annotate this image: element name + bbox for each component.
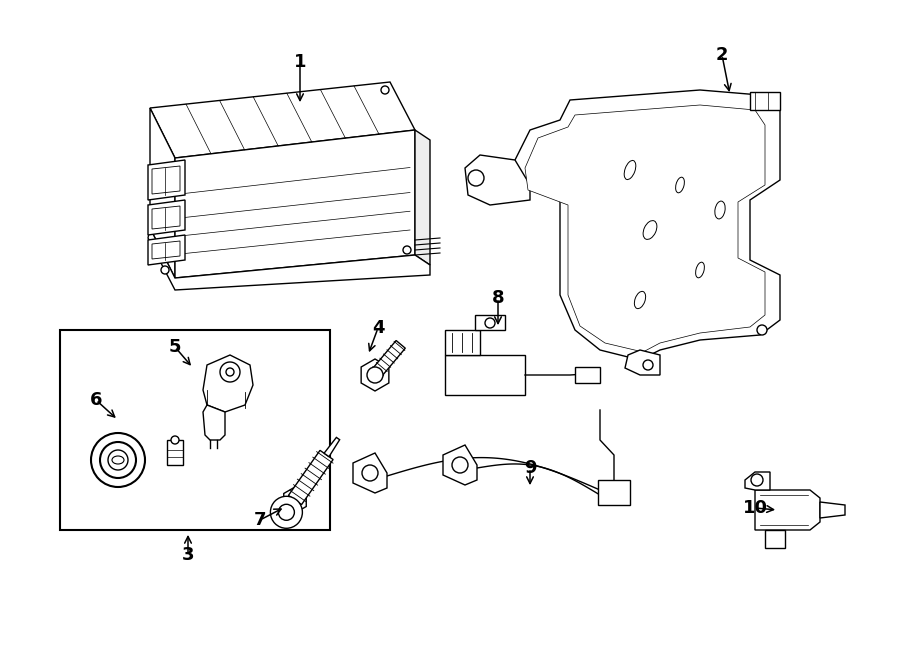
Text: 2: 2 bbox=[716, 46, 728, 64]
Polygon shape bbox=[148, 200, 185, 235]
Text: 7: 7 bbox=[254, 511, 266, 529]
Circle shape bbox=[270, 496, 302, 528]
Ellipse shape bbox=[634, 292, 645, 309]
Polygon shape bbox=[175, 130, 415, 278]
Circle shape bbox=[278, 504, 294, 520]
Text: 10: 10 bbox=[742, 499, 768, 517]
Bar bbox=[750, 92, 780, 110]
Text: 4: 4 bbox=[372, 319, 384, 337]
Circle shape bbox=[161, 266, 169, 274]
Circle shape bbox=[643, 360, 653, 370]
Circle shape bbox=[220, 362, 240, 382]
Polygon shape bbox=[203, 355, 253, 412]
Polygon shape bbox=[152, 241, 180, 259]
Polygon shape bbox=[150, 108, 175, 278]
Polygon shape bbox=[625, 350, 660, 375]
Ellipse shape bbox=[644, 221, 657, 239]
Polygon shape bbox=[148, 228, 430, 290]
Ellipse shape bbox=[696, 262, 705, 278]
Polygon shape bbox=[288, 450, 333, 504]
Circle shape bbox=[452, 457, 468, 473]
Polygon shape bbox=[765, 530, 785, 548]
Circle shape bbox=[403, 246, 411, 254]
Circle shape bbox=[171, 436, 179, 444]
Polygon shape bbox=[415, 130, 430, 265]
Polygon shape bbox=[745, 472, 770, 490]
Text: 5: 5 bbox=[169, 338, 181, 356]
Text: 8: 8 bbox=[491, 289, 504, 307]
Polygon shape bbox=[575, 367, 600, 383]
Ellipse shape bbox=[676, 177, 684, 193]
Polygon shape bbox=[284, 487, 306, 513]
Polygon shape bbox=[353, 453, 387, 493]
Text: 3: 3 bbox=[182, 546, 194, 564]
Circle shape bbox=[367, 367, 383, 383]
Polygon shape bbox=[152, 166, 180, 194]
Text: 9: 9 bbox=[524, 459, 536, 477]
Polygon shape bbox=[203, 405, 225, 440]
Circle shape bbox=[485, 318, 495, 328]
Polygon shape bbox=[755, 490, 820, 530]
Polygon shape bbox=[152, 206, 180, 229]
Polygon shape bbox=[445, 330, 480, 355]
Circle shape bbox=[751, 474, 763, 486]
Polygon shape bbox=[443, 445, 477, 485]
Polygon shape bbox=[150, 82, 415, 158]
Circle shape bbox=[100, 442, 136, 478]
Polygon shape bbox=[148, 235, 185, 265]
Circle shape bbox=[362, 465, 378, 481]
Polygon shape bbox=[475, 315, 505, 330]
Circle shape bbox=[757, 325, 767, 335]
Polygon shape bbox=[465, 155, 530, 205]
Text: 6: 6 bbox=[90, 391, 103, 409]
Polygon shape bbox=[324, 438, 339, 457]
Polygon shape bbox=[525, 105, 765, 352]
Circle shape bbox=[381, 86, 389, 94]
Circle shape bbox=[468, 170, 484, 186]
Circle shape bbox=[226, 368, 234, 376]
Polygon shape bbox=[820, 502, 845, 518]
Polygon shape bbox=[361, 359, 389, 391]
Polygon shape bbox=[445, 355, 525, 395]
Polygon shape bbox=[148, 160, 185, 200]
Ellipse shape bbox=[715, 201, 725, 219]
Polygon shape bbox=[167, 440, 183, 465]
Circle shape bbox=[108, 450, 128, 470]
Bar bbox=[60, 330, 330, 530]
Polygon shape bbox=[515, 90, 780, 360]
Circle shape bbox=[91, 433, 145, 487]
Ellipse shape bbox=[112, 456, 124, 464]
Text: 1: 1 bbox=[293, 53, 306, 71]
Polygon shape bbox=[598, 480, 630, 505]
Ellipse shape bbox=[625, 161, 635, 180]
Polygon shape bbox=[371, 340, 405, 379]
